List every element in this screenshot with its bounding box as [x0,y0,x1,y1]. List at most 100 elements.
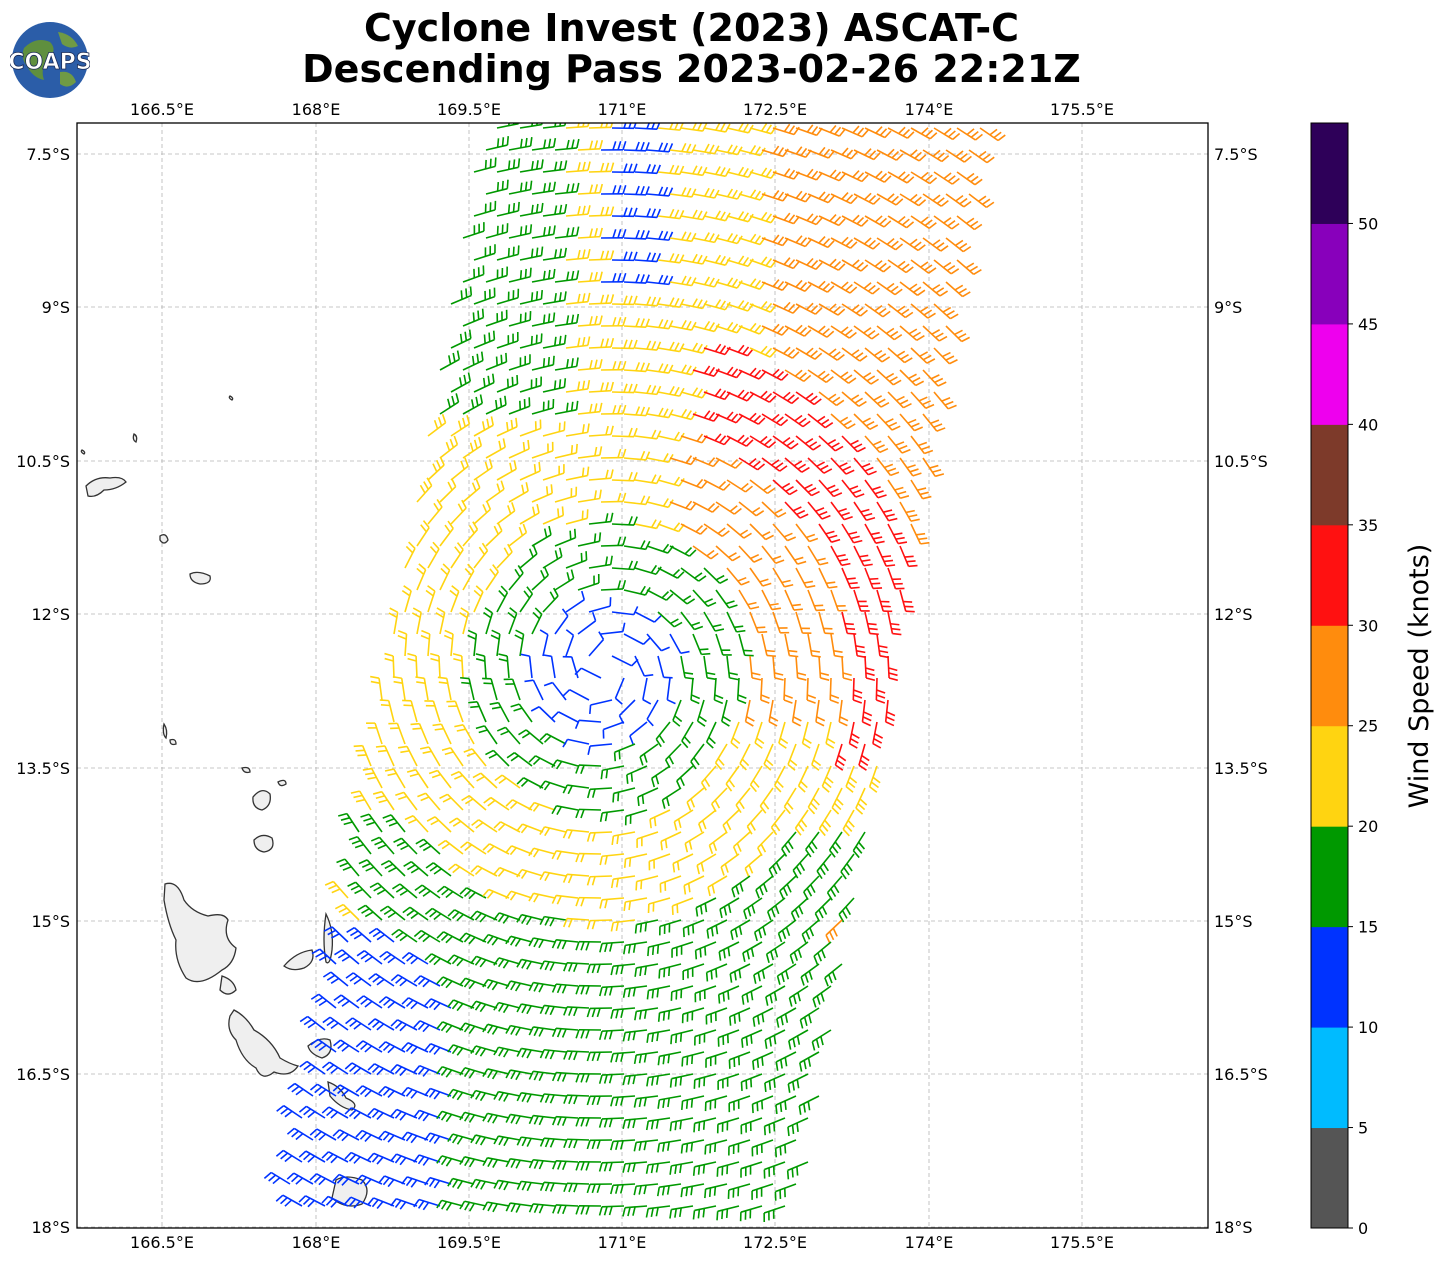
wind-barb-feather [949,313,959,320]
wind-barb [695,941,717,952]
wind-barb [625,941,648,947]
wind-barb [695,897,717,909]
wind-barb-feather [632,1206,636,1216]
wind-barb-feather [895,153,904,161]
wind-barb-feather [885,327,895,335]
wind-barb-feather [483,611,492,619]
wind-barb-feather [474,1002,482,1011]
wind-barb-feather [461,499,467,509]
wind-barb-feather [681,740,689,749]
wind-barb-feather [627,1031,631,1041]
wind-barb-feather [719,390,727,399]
wind-barb-feather [586,920,591,930]
wind-barb-feather [563,291,567,301]
wind-barb-feather [901,448,911,454]
wind-barb-feather [841,236,849,245]
wind-barb-feather [441,842,450,850]
wind-barb [788,1029,809,1042]
wind-barb-feather [815,1038,820,1048]
wind-barb [625,809,648,818]
wind-barb-feather [786,883,792,893]
wind-barb [425,792,441,811]
wind-barb-feather [666,1141,670,1151]
wind-barb-feather [726,411,734,420]
wind-barb-feather [603,1118,608,1128]
wind-barb-feather [505,980,512,990]
wind-barb-feather [810,260,819,268]
wind-barb-feather [387,1179,395,1188]
wind-barb-feather [556,939,562,949]
wind-barb-feather [375,795,385,800]
wind-barb [601,1117,625,1120]
wind-barb-feather [870,781,879,789]
wind-barb [340,994,360,1009]
wind-barb [416,569,427,591]
wind-barb-feather [615,921,619,932]
wind-barb-feather [764,347,773,356]
wind-barb [766,941,786,955]
wind-barb-feather [359,1132,368,1140]
wind-barb [690,677,694,700]
wind-barb-feather [415,676,425,680]
wind-barb-feather [684,843,689,853]
wind-barb [601,941,625,945]
wind-barb-feather [496,182,500,192]
wind-barb-feather [568,962,573,972]
wind-barb [485,231,508,239]
wind-barb-feather [354,843,364,849]
wind-barb-feather [914,426,924,432]
wind-barb [407,1131,429,1141]
wind-barb [612,1095,636,1099]
wind-barb [485,488,505,503]
wind-barb [807,457,825,474]
wind-barb [761,193,784,202]
wind-barb-feather [469,1202,475,1212]
wind-barb [636,1007,659,1013]
wind-barb [393,612,399,635]
wind-barb-feather [700,862,705,872]
wind-barb-feather [900,495,910,500]
wind-barb-feather [633,1054,637,1065]
wind-barb-feather [756,1015,760,1025]
wind-barb-feather [886,238,895,246]
wind-barb-feather [646,296,652,306]
wind-barb-feather [605,469,609,479]
wind-barb-feather [562,1161,567,1171]
wind-barb-feather [314,1130,322,1139]
wind-barb-feather [394,1110,402,1119]
wind-barb-feather [885,716,895,722]
wind-barb-feather [489,158,492,168]
wind-barb-feather [897,305,906,313]
wind-barb-feather [754,742,763,749]
wind-barb [589,831,613,834]
wind-barb [694,985,717,995]
wind-barb-feather [612,361,617,371]
wind-barb-feather [509,892,517,901]
wind-barb [887,391,904,409]
wind-barb [669,193,692,198]
wind-barb [720,699,728,722]
wind-barb [468,678,475,701]
wind-barb [351,1062,372,1075]
wind-barb-feather [464,457,469,467]
wind-barb-feather [811,841,818,850]
wind-barb-feather [764,392,773,401]
wind-barb-feather [505,935,512,945]
wind-barb-feather [879,172,888,181]
wind-barb-feather [589,316,593,326]
wind-barb-feather [898,445,908,450]
wind-barb-feather [580,985,585,995]
wind-barb-feather [445,1113,453,1123]
wind-barb [852,677,855,701]
wind-barb-feather [528,847,535,857]
wind-barb-feather [861,129,869,138]
wind-barb-feather [700,480,708,489]
wind-barb-feather [286,1172,295,1180]
wind-barb-feather [974,133,983,141]
wind-barb-feather [298,1150,307,1158]
wind-barb-feather [426,477,433,486]
wind-barb-feather [677,818,682,828]
wind-barb-feather [672,863,676,873]
wind-barb-feather [690,1142,694,1152]
wind-barb [764,1029,786,1041]
